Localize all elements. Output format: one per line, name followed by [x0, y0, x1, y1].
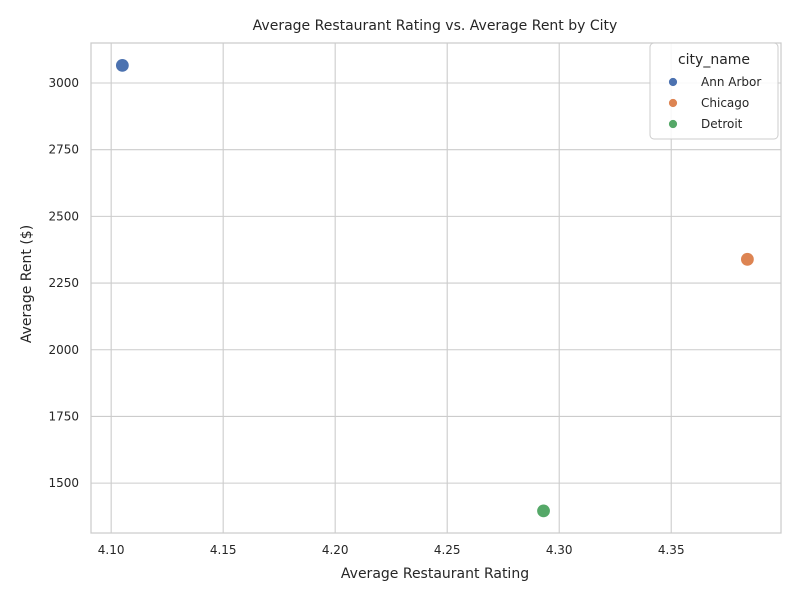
y-tick-label: 2000 — [48, 343, 79, 357]
legend-frame — [649, 42, 779, 140]
y-axis-ticks: 1500 1750 2000 2250 2500 2750 3000 — [48, 76, 79, 490]
data-point — [739, 251, 755, 267]
x-tick-label: 4.35 — [658, 543, 685, 557]
point-layer — [114, 57, 755, 519]
x-tick-label: 4.10 — [98, 543, 125, 557]
data-point — [535, 503, 552, 519]
y-tick-label: 1500 — [48, 476, 79, 490]
x-axis-label: Average Restaurant Rating — [341, 566, 529, 582]
y-tick-label: 2250 — [48, 276, 79, 290]
y-tick-label: 2750 — [48, 143, 79, 157]
legend-marker — [668, 98, 678, 108]
legend: city_name Ann Arbor Chicago Detroit — [649, 42, 779, 140]
y-tick-label: 1750 — [48, 409, 79, 423]
plot-area — [90, 42, 782, 534]
legend-items: Ann Arbor Chicago Detroit — [668, 75, 761, 131]
data-point — [114, 57, 130, 74]
y-tick-label: 3000 — [48, 76, 79, 90]
x-tick-label: 4.25 — [434, 543, 461, 557]
legend-label: Chicago — [701, 96, 749, 110]
x-tick-label: 4.20 — [322, 543, 349, 557]
x-axis-ticks: 4.10 4.15 4.20 4.25 4.30 4.35 — [98, 543, 685, 557]
grid-layer — [91, 43, 781, 533]
spine-layer — [90, 42, 782, 534]
legend-label: Detroit — [701, 117, 743, 131]
y-axis-label: Average Rent ($) — [19, 225, 35, 343]
legend-marker — [668, 119, 678, 129]
x-tick-label: 4.30 — [546, 543, 573, 557]
plot-frame — [90, 42, 782, 534]
x-tick-label: 4.15 — [210, 543, 237, 557]
legend-marker — [668, 77, 678, 87]
chart-title: Average Restaurant Rating vs. Average Re… — [253, 18, 618, 34]
legend-title: city_name — [678, 52, 750, 68]
legend-label: Ann Arbor — [701, 75, 761, 89]
y-tick-label: 2500 — [48, 209, 79, 223]
